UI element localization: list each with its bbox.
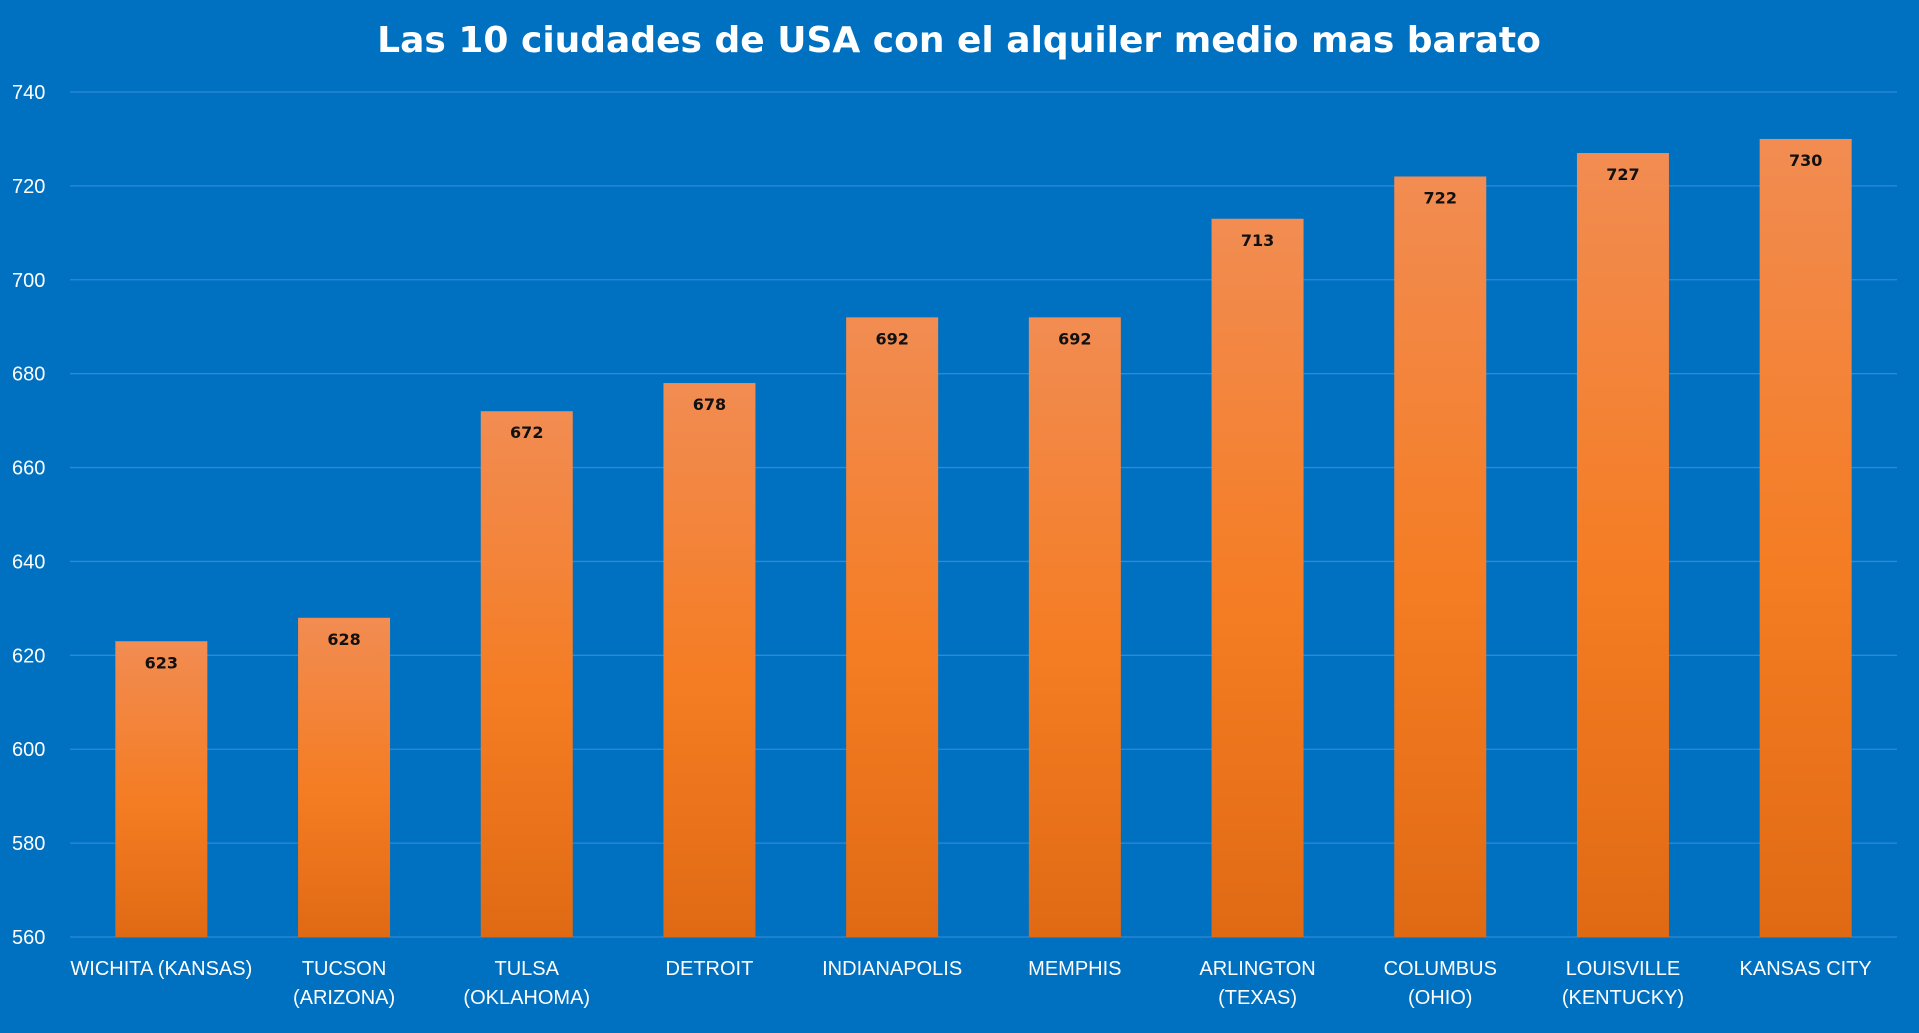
data-label: 730 (1789, 151, 1822, 170)
x-tick-label: TULSA (495, 958, 560, 980)
y-tick-label: 680 (12, 364, 45, 386)
bar (1028, 317, 1121, 937)
data-label: 672 (510, 423, 543, 442)
data-label: 722 (1424, 189, 1457, 208)
data-label: 713 (1241, 231, 1274, 250)
bar (115, 641, 208, 937)
y-tick-label: 640 (12, 551, 45, 573)
y-tick-label: 600 (12, 739, 45, 761)
chart-title: Las 10 ciudades de USA con el alquiler m… (377, 20, 1541, 61)
data-label: 692 (1058, 329, 1091, 348)
data-label: 678 (693, 395, 726, 414)
bar (1759, 138, 1852, 937)
data-label: 692 (875, 329, 908, 348)
x-tick-label: WICHITA (KANSAS) (70, 958, 252, 980)
bar (846, 317, 939, 937)
data-label: 727 (1606, 165, 1639, 184)
x-tick-label: MEMPHIS (1028, 958, 1121, 980)
x-axis-ticks: WICHITA (KANSAS) TUCSON (ARIZONA) TULSA (OKL… (70, 958, 1871, 1009)
bar (480, 411, 573, 937)
x-tick-label: (KENTUCKY) (1562, 987, 1684, 1009)
x-tick-label: TUCSON (302, 958, 386, 980)
x-tick-label: KANSAS CITY (1740, 958, 1872, 980)
data-label: 628 (327, 630, 360, 649)
x-tick-label: LOUISVILLE (1566, 958, 1681, 980)
bar (298, 617, 391, 937)
y-tick-label: 740 (12, 82, 45, 104)
bar (1211, 218, 1304, 937)
y-tick-label: 620 (12, 645, 45, 667)
y-tick-label: 700 (12, 270, 45, 292)
bar (1394, 176, 1487, 937)
y-tick-label: 660 (12, 458, 45, 480)
x-tick-label: COLUMBUS (1384, 958, 1497, 980)
y-tick-label: 560 (12, 927, 45, 949)
x-tick-label: INDIANAPOLIS (822, 958, 962, 980)
data-label: 623 (145, 653, 178, 672)
x-tick-label: (ARIZONA) (293, 987, 395, 1009)
x-tick-label: (TEXAS) (1218, 987, 1297, 1009)
x-tick-label: (OKLAHOMA) (463, 987, 590, 1009)
y-tick-label: 580 (12, 833, 45, 855)
bar (1576, 153, 1669, 937)
x-tick-label: DETROIT (666, 958, 754, 980)
data-labels: 623 628 672 678 692 692 713 722 727 730 (145, 151, 1823, 672)
y-axis-ticks: 560 580 600 620 640 660 680 700 720 740 (12, 82, 45, 949)
bars (115, 138, 1852, 937)
bar (663, 383, 756, 937)
y-tick-label: 720 (12, 176, 45, 198)
x-tick-label: ARLINGTON (1199, 958, 1315, 980)
x-tick-label: (OHIO) (1408, 987, 1472, 1009)
